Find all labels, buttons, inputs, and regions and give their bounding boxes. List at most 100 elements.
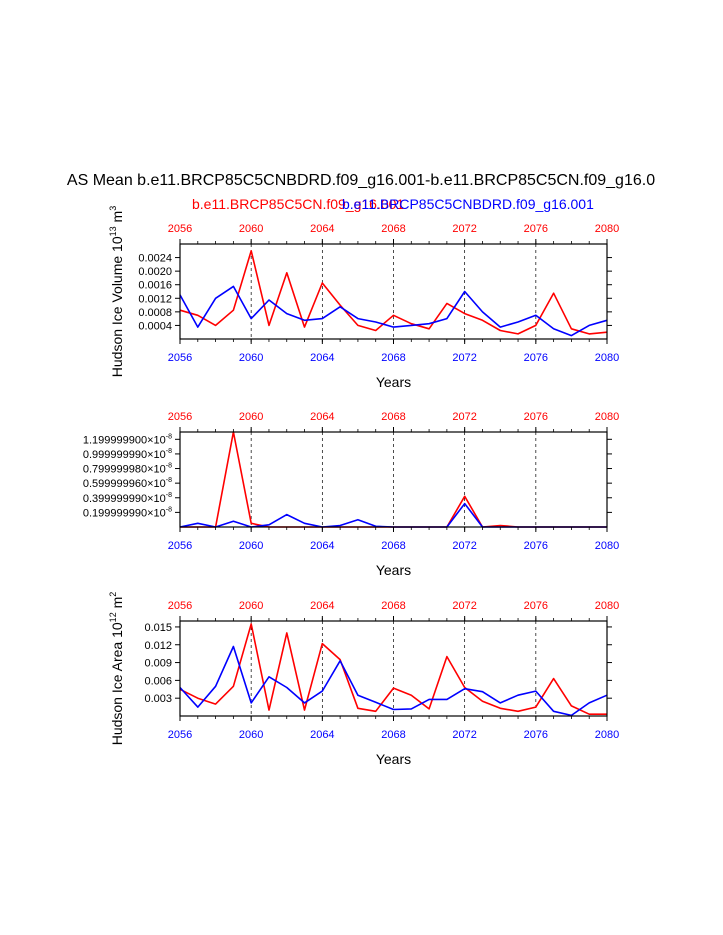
x-tick-label-bottom: 2076: [524, 540, 548, 552]
x-tick-label-top: 2060: [239, 600, 263, 612]
y-tick-label: 0.012: [144, 640, 172, 652]
y-tick-label: 0.399999990×10-8: [83, 492, 172, 505]
x-tick-label-bottom: 2056: [168, 540, 192, 552]
y-axis-title: Hudson Ice Area 1012 m2: [108, 592, 125, 746]
y-tick-label: 0.799999980×10-8: [83, 463, 172, 476]
y-tick-exponent: -8: [166, 506, 172, 513]
y-tick-label: 0.999999990×10-8: [83, 448, 172, 461]
x-tick-label-top: 2080: [595, 223, 619, 235]
x-tick-label-bottom: 2072: [452, 729, 476, 741]
y-axis-title: Hudson Ice Volume 1013 m3: [108, 206, 125, 377]
y-tick-label: 0.199999990×10-8: [83, 506, 172, 519]
y-tick-label: 0.0008: [138, 307, 172, 319]
y-tick-label: 0.0024: [138, 253, 172, 265]
y-tick-times: ×10: [147, 493, 166, 505]
y-axis-title-unit: m: [109, 211, 125, 227]
x-axis-title: Years: [376, 562, 411, 578]
y-tick-times: ×10: [147, 464, 166, 476]
chart-panel-2: 2056 2056 2060 2060 2064 2064 2068 2068 2072 2072…: [83, 411, 619, 578]
x-tick-label-top: 2076: [524, 600, 548, 612]
series-line-red: [179, 250, 608, 335]
x-tick-label-top: 2068: [381, 223, 405, 235]
x-tick-label-top: 2076: [524, 223, 548, 235]
y-tick-exponent: -8: [166, 448, 172, 455]
y-tick-times: ×10: [147, 434, 166, 446]
x-tick-label-bottom: 2080: [595, 352, 619, 364]
y-axis-title-unit-exponent: 3: [108, 206, 118, 211]
y-tick-exponent: -8: [166, 463, 172, 470]
x-tick-label-bottom: 2076: [524, 352, 548, 364]
x-tick-label-top: 2072: [452, 223, 476, 235]
x-tick-label-bottom: 2056: [168, 352, 192, 364]
x-tick-label-bottom: 2064: [310, 352, 334, 364]
x-tick-label-top: 2064: [310, 600, 334, 612]
x-tick-label-bottom: 2060: [239, 352, 263, 364]
y-tick-exponent: -8: [166, 492, 172, 499]
series-line-blue: [179, 285, 608, 337]
x-axis-title: Years: [376, 374, 411, 390]
x-tick-label-top: 2056: [168, 411, 192, 423]
y-tick-times: ×10: [147, 478, 166, 490]
x-tick-label-bottom: 2060: [239, 540, 263, 552]
x-tick-label-bottom: 2064: [310, 729, 334, 741]
y-tick-mantissa: 1.199999900: [83, 434, 147, 446]
x-tick-label-top: 2060: [239, 223, 263, 235]
y-tick-mantissa: 0.799999980: [83, 464, 147, 476]
y-tick-exponent: -8: [166, 477, 172, 484]
series-line-blue: [179, 645, 608, 717]
y-tick-mantissa: 0.999999990: [83, 449, 147, 461]
x-tick-label-bottom: 2076: [524, 729, 548, 741]
x-tick-label-top: 2068: [381, 600, 405, 612]
x-tick-label-bottom: 2068: [381, 352, 405, 364]
x-tick-label-bottom: 2068: [381, 540, 405, 552]
y-tick-label: 0.006: [144, 675, 172, 687]
chart-panels: 2056 2056 2060 2060 2064 2064 2068 2068 2072 2072…: [83, 206, 619, 767]
x-tick-label-top: 2072: [452, 411, 476, 423]
y-tick-times: ×10: [147, 449, 166, 461]
y-axis-title-text: Hudson Ice Volume 10: [109, 236, 125, 377]
x-tick-label-bottom: 2072: [452, 540, 476, 552]
y-tick-label: 0.015: [144, 622, 172, 634]
x-tick-label-top: 2080: [595, 411, 619, 423]
x-tick-label-bottom: 2080: [595, 540, 619, 552]
y-tick-mantissa: 0.599999960: [83, 478, 147, 490]
x-tick-label-top: 2064: [310, 411, 334, 423]
x-tick-label-bottom: 2060: [239, 729, 263, 741]
x-tick-label-top: 2068: [381, 411, 405, 423]
x-tick-label-top: 2060: [239, 411, 263, 423]
y-axis-title-exponent: 12: [108, 612, 118, 622]
x-tick-label-top: 2064: [310, 223, 334, 235]
y-axis-title-text: Hudson Ice Area 10: [109, 622, 125, 745]
x-tick-label-bottom: 2080: [595, 729, 619, 741]
x-tick-label-bottom: 2056: [168, 729, 192, 741]
y-tick-mantissa: 0.199999990: [83, 507, 147, 519]
y-axis-title-exponent: 13: [108, 226, 118, 236]
series-line-red: [179, 623, 607, 716]
y-tick-label: 0.009: [144, 658, 172, 670]
y-tick-times: ×10: [147, 507, 166, 519]
x-tick-label-top: 2072: [452, 600, 476, 612]
x-tick-label-bottom: 2064: [310, 540, 334, 552]
y-tick-exponent: -8: [166, 433, 172, 440]
x-tick-label-top: 2056: [168, 223, 192, 235]
chart-panel-1: 2056 2056 2060 2060 2064 2064 2068 2068 2072 2072…: [108, 206, 619, 390]
x-tick-label-bottom: 2068: [381, 729, 405, 741]
y-tick-label: 0.0016: [138, 280, 172, 292]
chart-panel-3: 2056 2056 2060 2060 2064 2064 2068 2068 2072 2072…: [108, 592, 619, 767]
y-axis-title-unit-exponent: 2: [108, 592, 118, 597]
x-tick-label-bottom: 2072: [452, 352, 476, 364]
y-tick-label: 0.599999960×10-8: [83, 477, 172, 490]
y-tick-label: 0.0020: [138, 266, 172, 278]
main-title: AS Mean b.e11.BRCP85C5CNBDRD.f09_g16.001…: [67, 172, 655, 189]
y-tick-label: 0.0004: [138, 320, 172, 332]
y-tick-label: 0.003: [144, 693, 172, 705]
x-tick-label-top: 2080: [595, 600, 619, 612]
x-tick-label-top: 2076: [524, 411, 548, 423]
legend-blue-series: b.e11.BRCP85C5CNBDRD.f09_g16.001: [342, 196, 594, 212]
x-tick-label-top: 2056: [168, 600, 192, 612]
y-tick-label: 0.0012: [138, 293, 172, 305]
y-tick-label: 1.199999900×10-8: [83, 433, 172, 446]
x-axis-title: Years: [376, 751, 411, 767]
y-axis-title-unit: m: [109, 597, 125, 613]
